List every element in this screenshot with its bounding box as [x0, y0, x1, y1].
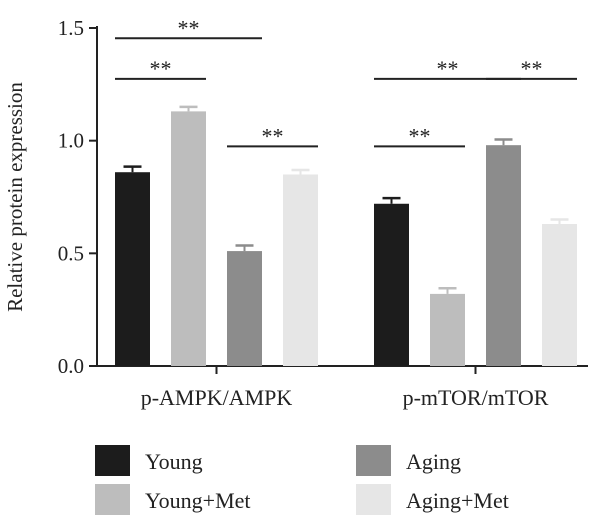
bar [374, 203, 409, 366]
x-category-label: p-AMPK/AMPK [141, 385, 293, 410]
bar [171, 111, 206, 366]
significance-label: ** [521, 56, 543, 81]
y-tick-label: 0.0 [58, 354, 84, 378]
bars [115, 105, 577, 366]
y-tick-label: 1.5 [58, 16, 84, 40]
significance-label: ** [262, 123, 284, 148]
legend-label: Young+Met [145, 488, 251, 513]
axes: 0.0 0.5 1.0 1.5 Relative protein expression p… [3, 16, 588, 410]
significance-label: ** [178, 15, 200, 40]
legend-swatch [356, 445, 391, 476]
legend: Young Young+Met Aging Aging+Met [95, 445, 509, 515]
y-tick-label: 1.0 [58, 129, 84, 153]
legend-label: Aging [406, 449, 461, 474]
legend-swatch [356, 484, 391, 515]
bar [283, 174, 318, 366]
bar [115, 172, 150, 366]
x-category-label: p-mTOR/mTOR [403, 385, 549, 410]
legend-swatch [95, 484, 130, 515]
legend-swatch [95, 445, 130, 476]
significance-label: ** [437, 56, 459, 81]
bar [486, 145, 521, 366]
legend-label: Young [145, 449, 203, 474]
bar [227, 251, 262, 366]
legend-label: Aging+Met [406, 488, 509, 513]
significance-label: ** [409, 123, 431, 148]
significance-label: ** [150, 56, 172, 81]
significance-markers: ******** **** [115, 15, 577, 148]
bar [542, 224, 577, 366]
y-axis-label: Relative protein expression [3, 82, 27, 312]
bar [430, 293, 465, 366]
y-tick-label: 0.5 [58, 241, 84, 265]
